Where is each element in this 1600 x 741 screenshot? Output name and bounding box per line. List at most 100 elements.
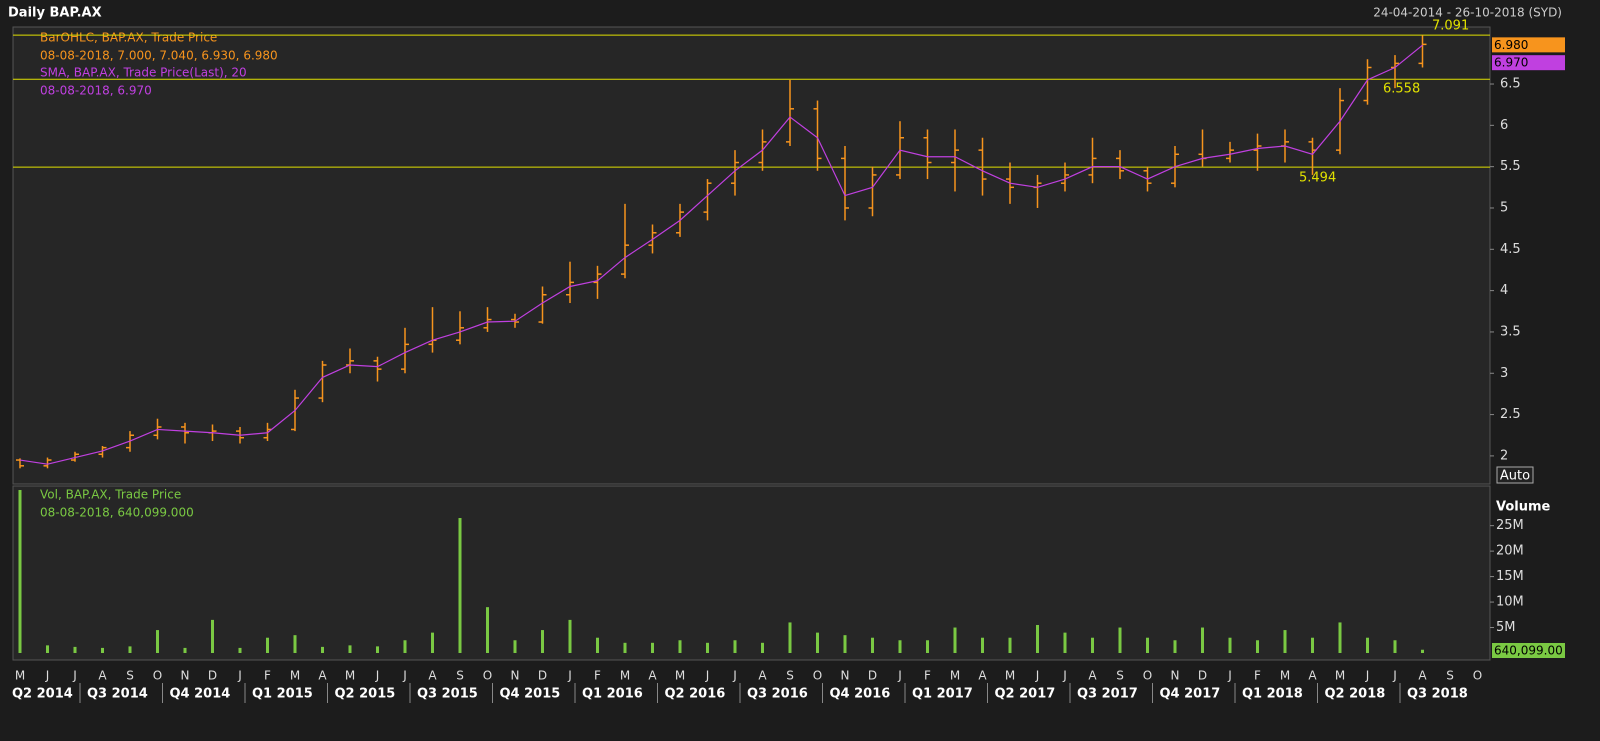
volume-bar — [843, 635, 847, 653]
level-label: 7.091 — [1432, 19, 1469, 34]
chart-title: Daily BAP.AX — [8, 6, 102, 21]
volume-bar — [403, 640, 407, 653]
legend-values: 08-08-2018, 7.000, 7.040, 6.930, 6.980 — [40, 49, 278, 63]
quarter-label: Q2 2018 — [1325, 687, 1386, 702]
volume-bar — [1008, 637, 1012, 653]
x-tick-label: O — [1143, 669, 1152, 683]
volume-bar — [1228, 637, 1232, 653]
x-tick-label: A — [978, 669, 987, 683]
sma-line — [19, 44, 1423, 465]
volume-bar — [1063, 632, 1067, 653]
y-tick-label: 5M — [1496, 620, 1516, 635]
x-tick-label: A — [1418, 669, 1427, 683]
sma-last-label: 6.970 — [1494, 56, 1528, 70]
x-tick-label: A — [428, 669, 437, 683]
volume-bar — [541, 630, 544, 653]
x-tick-label: S — [1446, 669, 1454, 683]
x-tick-label: J — [1365, 669, 1370, 683]
quarter-label: Q1 2018 — [1242, 687, 1303, 702]
x-tick-label: F — [924, 669, 931, 683]
quarter-label: Q4 2016 — [830, 687, 891, 702]
quarter-label: Q2 2017 — [995, 687, 1056, 702]
quarter-label: Q3 2016 — [747, 687, 808, 702]
y-tick-label: 2.5 — [1500, 407, 1521, 422]
volume-bar — [293, 635, 297, 653]
x-tick-label: M — [620, 669, 630, 683]
x-tick-label: O — [1473, 669, 1482, 683]
volume-bar — [898, 640, 902, 653]
auto-label[interactable]: Auto — [1500, 469, 1530, 484]
volume-bar — [46, 645, 49, 653]
x-tick-label: M — [1005, 669, 1015, 683]
y-tick-label: 20M — [1496, 544, 1524, 559]
volume-bar — [73, 646, 77, 653]
volume-bar — [128, 646, 132, 653]
quarter-label: Q2 2014 — [12, 687, 73, 702]
x-tick-label: J — [897, 669, 902, 683]
volume-bar — [678, 640, 682, 653]
x-tick-label: D — [538, 669, 547, 683]
volume-bar — [321, 646, 324, 653]
x-tick-label: M — [345, 669, 355, 683]
volume-bar — [458, 518, 462, 653]
volume-bar — [431, 632, 434, 653]
volume-bar — [953, 627, 957, 653]
x-tick-label: F — [264, 669, 271, 683]
volume-bar — [761, 642, 764, 653]
y-tick-label: 3 — [1500, 366, 1508, 381]
x-tick-label: F — [1254, 669, 1261, 683]
x-tick-label: J — [72, 669, 77, 683]
x-tick-label: F — [594, 669, 601, 683]
x-tick-label: M — [950, 669, 960, 683]
y-tick-label: 5 — [1500, 200, 1508, 215]
volume-bar — [1283, 630, 1287, 653]
auto-button[interactable] — [1496, 466, 1534, 484]
x-tick-label: M — [1335, 669, 1345, 683]
quarter-label: Q4 2014 — [170, 687, 231, 702]
quarter-label: Q4 2015 — [500, 687, 561, 702]
x-tick-label: J — [732, 669, 737, 683]
price-last-label: 6.980 — [1494, 38, 1528, 52]
x-tick-label: J — [1035, 669, 1040, 683]
volume-bar — [1311, 637, 1314, 653]
volume-bar — [348, 645, 352, 653]
volume-bar — [1036, 624, 1039, 653]
quarter-label: Q3 2017 — [1077, 687, 1138, 702]
y-tick-label: 10M — [1496, 595, 1524, 610]
x-tick-label: D — [208, 669, 217, 683]
y-tick-label: 4 — [1500, 283, 1508, 298]
y-tick-label: 4.5 — [1500, 242, 1521, 257]
volume-bar — [568, 619, 572, 653]
x-tick-label: M — [15, 669, 25, 683]
volume-bar — [101, 647, 104, 653]
legend-values: 08-08-2018, 6.970 — [40, 84, 152, 98]
x-tick-label: J — [567, 669, 572, 683]
volume-bar — [706, 642, 709, 653]
volume-bar — [816, 632, 819, 653]
x-tick-label: N — [511, 669, 520, 683]
legend-values: 08-08-2018, 640,099.000 — [40, 506, 194, 520]
y-tick-label: 6.5 — [1500, 77, 1521, 92]
volume-bar — [211, 619, 214, 653]
volume-last-label-box — [1492, 643, 1565, 658]
volume-bar — [871, 637, 874, 653]
quarter-label: Q1 2016 — [582, 687, 643, 702]
x-tick-label: O — [813, 669, 822, 683]
volume-bar — [266, 637, 269, 653]
x-tick-label: S — [786, 669, 794, 683]
volume-bar — [623, 642, 627, 653]
legend: SMA, BAP.AX, Trade Price(Last), 20 — [40, 66, 247, 80]
y-tick-label: 2 — [1500, 448, 1508, 463]
x-tick-label: A — [1088, 669, 1097, 683]
volume-bar — [156, 630, 159, 653]
x-tick-label: M — [1280, 669, 1290, 683]
x-tick-label: S — [1116, 669, 1124, 683]
x-tick-label: A — [1308, 669, 1317, 683]
volume-bar — [1091, 637, 1094, 653]
x-tick-label: J — [375, 669, 380, 683]
volume-bar — [238, 647, 242, 653]
x-tick-label: A — [98, 669, 107, 683]
volume-bar — [981, 637, 984, 653]
x-tick-label: N — [841, 669, 850, 683]
